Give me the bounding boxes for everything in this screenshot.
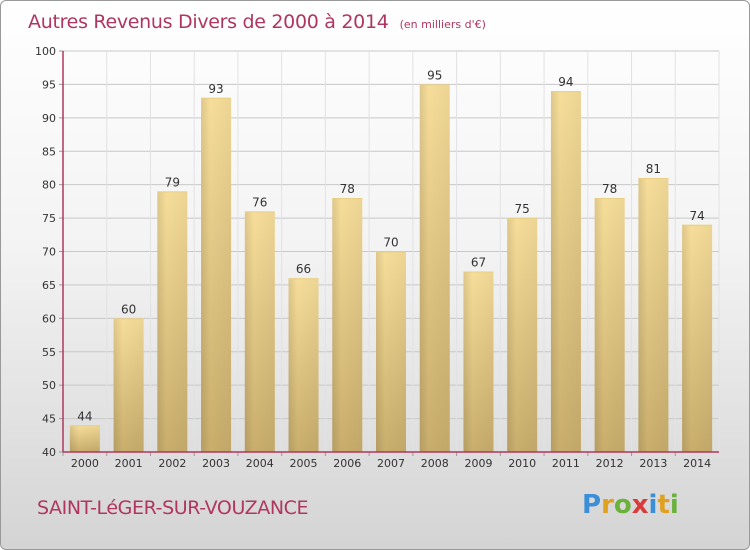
y-tick-label: 40 — [42, 446, 56, 459]
x-tick-label: 2002 — [158, 457, 186, 470]
bar-shade — [507, 218, 538, 452]
y-tick-label: 75 — [42, 212, 56, 225]
bar-shade — [201, 97, 232, 453]
x-tick-label: 2003 — [202, 457, 230, 470]
x-tick-label: 2008 — [421, 457, 449, 470]
bar-shade — [682, 224, 713, 452]
proxiti-logo: Proxiti — [582, 490, 679, 520]
x-tick-label: 2012 — [596, 457, 624, 470]
bar-shade — [376, 251, 406, 452]
bar-shade — [332, 198, 363, 452]
value-label: 79 — [165, 175, 180, 189]
x-tick-label: 2013 — [639, 457, 667, 470]
y-tick-label: 80 — [42, 179, 56, 192]
y-tick-label: 50 — [42, 379, 56, 392]
value-label: 76 — [252, 195, 267, 209]
x-tick-label: 2004 — [246, 457, 274, 470]
bar-shade — [288, 278, 319, 452]
bar-shade — [638, 177, 669, 452]
y-tick-label: 70 — [42, 246, 56, 259]
value-label: 44 — [77, 409, 92, 423]
y-tick-label: 85 — [42, 145, 56, 158]
bar-shade — [463, 271, 494, 452]
value-label: 94 — [558, 75, 573, 89]
unit-label: (en milliers d'€) — [399, 18, 486, 31]
title-text: Autres Revenus Divers de 2000 à 2014 — [28, 11, 389, 33]
value-label: 78 — [340, 182, 355, 196]
y-tick-label: 60 — [42, 312, 56, 325]
x-tick-label: 2007 — [377, 457, 405, 470]
x-tick-label: 2009 — [464, 457, 492, 470]
bar-shade — [594, 198, 625, 452]
y-tick-label: 45 — [42, 413, 56, 426]
value-label: 75 — [515, 202, 530, 216]
y-tick-label: 100 — [35, 45, 56, 58]
bar-shade — [157, 191, 188, 452]
value-label: 74 — [689, 209, 704, 223]
y-tick-label: 90 — [42, 112, 56, 125]
bar-shade — [113, 318, 144, 452]
value-label: 81 — [646, 162, 661, 176]
bar-shade — [69, 425, 100, 452]
bar-shade — [419, 84, 450, 453]
x-tick-label: 2014 — [683, 457, 711, 470]
bar-shade — [550, 91, 581, 452]
value-label: 60 — [121, 302, 136, 316]
x-tick-label: 2000 — [71, 457, 99, 470]
value-label: 70 — [383, 236, 398, 250]
y-tick-label: 55 — [42, 346, 56, 359]
city-name: SAINT-LéGER-SUR-VOUZANCE — [37, 497, 309, 519]
bar-shade — [244, 211, 275, 452]
value-label: 78 — [602, 182, 617, 196]
x-tick-label: 2006 — [333, 457, 361, 470]
y-tick-label: 65 — [42, 279, 56, 292]
chart-title: Autres Revenus Divers de 2000 à 2014 (en… — [28, 11, 486, 33]
x-tick-label: 2011 — [552, 457, 580, 470]
x-tick-label: 2010 — [508, 457, 536, 470]
y-tick-label: 95 — [42, 78, 56, 91]
x-tick-label: 2005 — [290, 457, 318, 470]
x-tick-label: 2001 — [115, 457, 143, 470]
value-label: 67 — [471, 256, 486, 270]
value-label: 66 — [296, 262, 311, 276]
value-label: 95 — [427, 68, 442, 82]
value-label: 93 — [208, 82, 223, 96]
